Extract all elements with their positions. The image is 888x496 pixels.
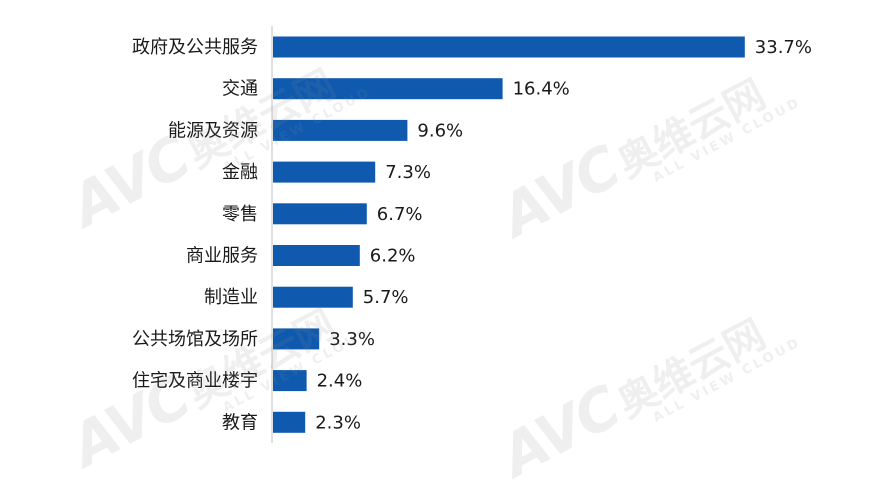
category-label: 教育 <box>222 412 258 433</box>
value-label: 2.3% <box>315 412 361 433</box>
category-label: 零售 <box>222 204 258 225</box>
category-labels-group: 政府及公共服务交通能源及资源金融零售商业服务制造业公共场馆及场所住宅及商业楼宇教… <box>132 37 258 433</box>
bar <box>273 286 353 308</box>
category-label: 能源及资源 <box>168 120 258 141</box>
category-label: 商业服务 <box>186 246 258 267</box>
bar <box>273 78 503 100</box>
bar-chart: 政府及公共服务交通能源及资源金融零售商业服务制造业公共场馆及场所住宅及商业楼宇教… <box>132 26 812 444</box>
bar <box>273 161 376 183</box>
value-label: 6.2% <box>370 246 416 267</box>
value-label: 33.7% <box>755 37 812 58</box>
bar <box>273 203 367 225</box>
category-label: 制造业 <box>204 287 258 308</box>
bars-group <box>273 36 745 433</box>
bar <box>273 245 360 266</box>
bar <box>273 370 307 392</box>
bar <box>273 36 745 58</box>
category-label: 公共场馆及场所 <box>132 329 258 350</box>
value-label: 7.3% <box>385 162 431 183</box>
value-label: 3.3% <box>329 329 375 350</box>
value-label: 16.4% <box>513 79 570 100</box>
value-label: 2.4% <box>317 371 363 392</box>
bar <box>273 328 320 350</box>
value-label: 9.6% <box>417 120 463 141</box>
bar <box>273 119 408 141</box>
value-labels-group: 33.7% 16.4% 9.6% 7.3% 6.7% 6.2% 5.7% 3.3% 2.4% 2.… <box>315 37 812 433</box>
category-label: 金融 <box>222 162 258 183</box>
value-label: 5.7% <box>363 287 409 308</box>
category-label: 住宅及商业楼宇 <box>132 371 258 392</box>
category-label: 交通 <box>222 79 258 100</box>
bar <box>273 411 306 433</box>
value-label: 6.7% <box>377 204 423 225</box>
category-label: 政府及公共服务 <box>132 37 258 58</box>
